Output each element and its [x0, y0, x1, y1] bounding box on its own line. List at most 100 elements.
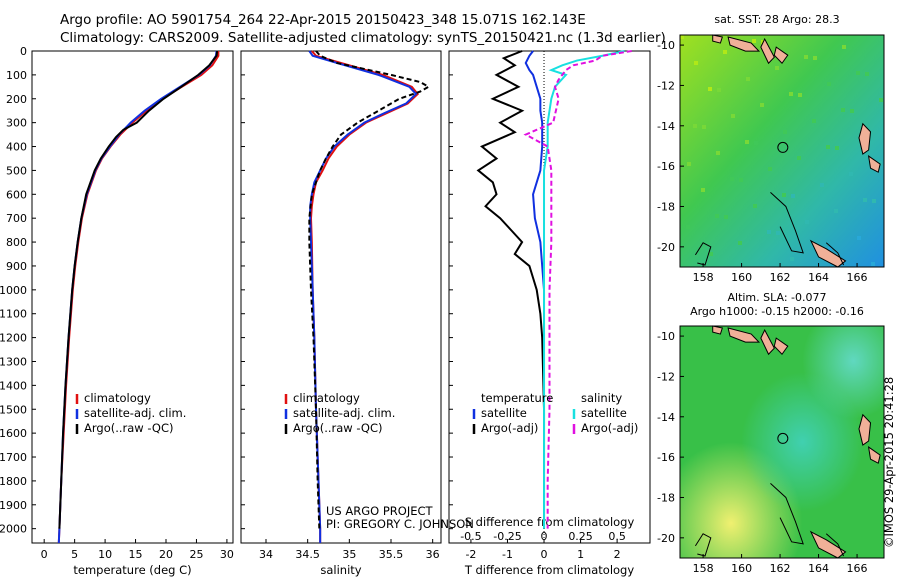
difference-xtick-label: 0: [541, 548, 548, 561]
profile-location-marker: [777, 141, 789, 153]
difference-legend-label: Argo(-adj): [581, 421, 638, 435]
difference-s-tick-label: -0.25: [493, 530, 521, 543]
sla-map-glow-cyan-ne: [680, 326, 884, 558]
sst-pixel: [767, 230, 771, 234]
profile-location-marker: [777, 432, 789, 444]
depth-tick-label: 2000: [0, 523, 27, 536]
difference-series-t-satellite: [524, 50, 546, 529]
difference-panel: -2 -1 0 1 2 T difference from climatology -0.5…: [448, 50, 651, 577]
island-icon: [867, 445, 881, 464]
difference-xtick-label: -2: [465, 548, 476, 561]
temperature-legend-label: climatology: [84, 391, 151, 405]
project-annotation: US ARGO PROJECT: [326, 504, 434, 518]
salinity-series-argo-raw-qc-: [308, 50, 431, 529]
difference-legend-label: Argo(-adj): [481, 421, 538, 435]
temperature-xtick-label: 10: [98, 548, 112, 561]
sla-map-title-2: Argo h1000: -0.15 h2000: -0.16: [690, 305, 864, 318]
sst-map-title: sat. SST: 28 Argo: 28.3: [714, 13, 839, 26]
sst-pixel: [717, 88, 721, 92]
sst-pixel: [841, 108, 845, 112]
sla-lon-tick-label: 164: [808, 562, 829, 575]
sla-lat-tick-label: -12: [657, 370, 675, 383]
island-icon: [809, 239, 847, 268]
difference-s-tick-label: 0.5: [608, 530, 626, 543]
island-icon: [858, 122, 872, 155]
sst-lat-tick-label: -14: [657, 120, 675, 133]
salinity-axes-frame: [240, 50, 442, 544]
salinity-xtick-label: 36: [426, 548, 440, 561]
sst-pixel: [680, 35, 684, 39]
sst-pixel: [715, 214, 719, 218]
sla-lat-tick-label: -14: [657, 411, 675, 424]
sst-pixel: [738, 241, 742, 245]
credit-text: ©IMOS 29-Apr-2015 20:41:28: [882, 377, 896, 548]
sla-lat-tick-label: -18: [657, 491, 675, 504]
sst-lat-tick-label: -20: [657, 241, 675, 254]
island-icon: [712, 325, 723, 335]
difference-series-s-satellite: [543, 50, 625, 529]
difference-xlabel2: S difference from climatology: [465, 515, 635, 529]
sst-pixel: [746, 77, 750, 81]
temperature-legend-label: satellite-adj. clim.: [84, 406, 186, 420]
sst-pixel: [856, 71, 860, 75]
sst-pixel: [693, 124, 697, 128]
sla-lat-tick-label: -20: [657, 532, 675, 545]
sst-pixel: [812, 119, 816, 123]
temperature-xtick-label: 15: [129, 548, 143, 561]
depth-tick-label: 600: [6, 188, 27, 201]
sst-pixel: [775, 66, 779, 70]
sst-pixel: [797, 156, 801, 160]
sst-pixel: [694, 61, 698, 65]
sst-pixel: [752, 39, 756, 43]
sst-pixel: [716, 151, 720, 155]
difference-series-s-argo-adj-: [523, 50, 632, 529]
salinity-legend-label: satellite-adj. clim.: [293, 406, 395, 420]
sla-lon-tick-label: 160: [731, 562, 752, 575]
sst-pixel: [820, 183, 824, 187]
temperature-series-argo-raw-qc-: [58, 50, 219, 529]
reef-contour: [825, 242, 845, 266]
sst-lat-tick-label: -12: [657, 79, 675, 92]
sst-pixel: [709, 252, 713, 256]
sla-lon-tick-label: 162: [770, 562, 791, 575]
depth-tick-label: 1100: [0, 308, 27, 321]
depth-tick-label: 1500: [0, 403, 27, 416]
sst-pixel: [828, 247, 832, 251]
sla-lon-tick-label: 166: [847, 562, 868, 575]
temperature-legend-label: Argo(..raw -QC): [84, 421, 174, 435]
sst-pixel: [702, 125, 706, 129]
figure-title-line1: Argo profile: AO 5901754_264 22-Apr-2015…: [60, 12, 586, 28]
sst-pixel: [760, 103, 764, 107]
difference-legend-title-salinity: salinity: [581, 391, 622, 405]
sst-pixel: [723, 50, 727, 54]
temperature-axes-frame: [31, 50, 234, 544]
sst-pixel: [863, 198, 867, 202]
sst-pixel: [782, 193, 786, 197]
island-icon: [712, 34, 723, 44]
island-icon: [760, 328, 775, 356]
sst-pixel: [835, 146, 839, 150]
island-icon: [858, 413, 872, 446]
sst-pixel: [754, 141, 758, 145]
island-icon: [727, 327, 761, 343]
island-icon: [773, 46, 789, 65]
sst-lon-tick-label: 160: [731, 271, 752, 284]
sst-pixel: [878, 161, 882, 165]
sst-pixel: [857, 236, 861, 240]
sst-pixel: [783, 130, 787, 134]
island-icon: [867, 154, 881, 173]
sst-lat-tick-label: -18: [657, 200, 675, 213]
sst-lat-tick-label: -16: [657, 160, 675, 173]
sst-pixel: [776, 231, 780, 235]
pi-annotation: PI: GREGORY C. JOHNSON: [326, 517, 474, 531]
reef-contour: [770, 482, 804, 545]
depth-tick-label: 100: [6, 69, 27, 82]
sst-pixel: [804, 55, 808, 59]
depth-tick-label: 1900: [0, 499, 27, 512]
sst-pixel: [701, 188, 705, 192]
sst-pixel: [731, 114, 735, 118]
sst-lat-tick-label: -10: [657, 39, 675, 52]
sst-lon-tick-label: 166: [847, 271, 868, 284]
temperature-xtick-label: 25: [189, 548, 203, 561]
sst-pixel: [790, 257, 794, 261]
